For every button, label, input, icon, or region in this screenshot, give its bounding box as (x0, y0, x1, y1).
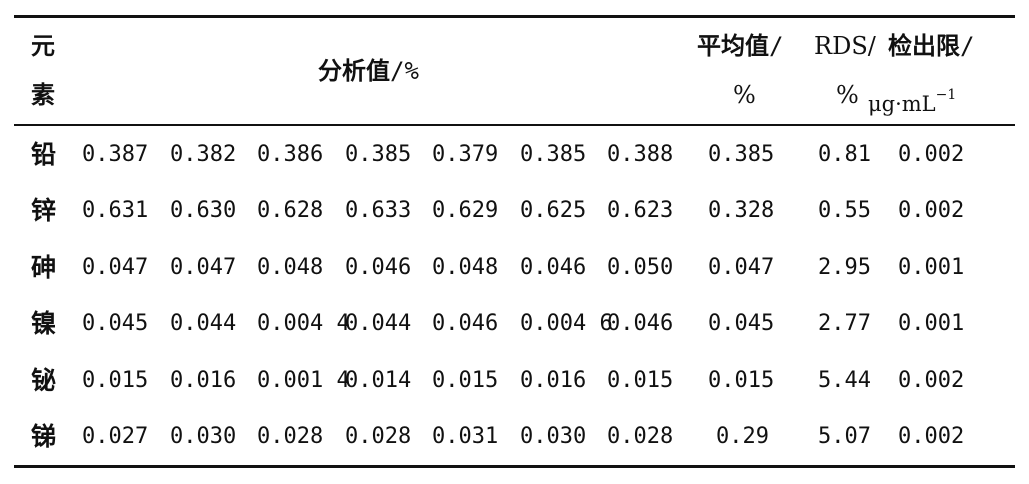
rds-cell: 2.95 (818, 255, 871, 280)
analysis-value-cell: 0.030 (170, 424, 237, 449)
mean-cell: 0.29 (716, 424, 769, 449)
analysis-value-cell: 0.015 (82, 368, 149, 393)
analysis-value-cell: 0.044 (170, 311, 237, 336)
header-mean-line1: 平均值/ (697, 32, 784, 60)
analysis-value-cell: 0.016 (520, 368, 587, 393)
header-lod-line2: μg·mL−1 (868, 87, 957, 116)
table-row: 锌 0.631 0.630 0.628 0.633 0.629 0.625 0.623 0.32… (0, 193, 1029, 229)
analysis-value-cell: 0.623 (607, 198, 674, 223)
analysis-value-cell: 0.004 4 (257, 311, 350, 336)
analysis-value-cell: 0.629 (432, 198, 499, 223)
analysis-value-cell: 0.047 (170, 255, 237, 280)
analysis-value-cell: 0.028 (257, 424, 324, 449)
mean-cell: 0.047 (708, 255, 775, 280)
header-mean-line2: % (733, 81, 756, 109)
analysis-value-cell: 0.385 (520, 142, 587, 167)
analysis-value-cell: 0.387 (82, 142, 149, 167)
analysis-value-cell: 0.047 (82, 255, 149, 280)
analysis-value-cell: 0.028 (345, 424, 412, 449)
analysis-value-cell: 0.379 (432, 142, 499, 167)
mean-cell: 0.045 (708, 311, 775, 336)
element-cell: 锌 (31, 196, 57, 225)
analysis-value-cell: 0.385 (345, 142, 412, 167)
element-cell: 锑 (31, 422, 57, 451)
rds-cell: 0.81 (818, 142, 871, 167)
analysis-value-cell: 0.001 4 (257, 368, 350, 393)
analysis-value-cell: 0.388 (607, 142, 674, 167)
analysis-value-cell: 0.014 (345, 368, 412, 393)
analysis-value-cell: 0.628 (257, 198, 324, 223)
header-analysis: 分析值/% (318, 57, 419, 85)
table-bottom-rule (14, 465, 1015, 468)
analysis-value-cell: 0.004 6 (520, 311, 613, 336)
analysis-value-cell: 0.015 (432, 368, 499, 393)
analysis-value-cell: 0.016 (170, 368, 237, 393)
header-lod-line1: 检出限/ (888, 32, 975, 60)
header-element-line1: 元 (31, 32, 55, 60)
analysis-value-cell: 0.050 (607, 255, 674, 280)
analysis-value-cell: 0.044 (345, 311, 412, 336)
analysis-value-cell: 0.030 (520, 424, 587, 449)
analysis-value-cell: 0.048 (257, 255, 324, 280)
header-rds-line1: RDS/ (814, 32, 876, 60)
rds-cell: 0.55 (818, 198, 871, 223)
lod-cell: 0.002 (898, 198, 965, 223)
element-cell: 镍 (31, 309, 57, 338)
analysis-value-cell: 0.633 (345, 198, 412, 223)
analysis-value-cell: 0.382 (170, 142, 237, 167)
mean-cell: 0.328 (708, 198, 775, 223)
header-element-line2: 素 (31, 81, 55, 109)
element-cell: 铋 (31, 366, 57, 395)
lod-cell: 0.001 (898, 311, 965, 336)
table-header-rule (14, 124, 1015, 126)
analysis-value-cell: 0.630 (170, 198, 237, 223)
analysis-value-cell: 0.046 (520, 255, 587, 280)
analysis-value-cell: 0.625 (520, 198, 587, 223)
mean-cell: 0.015 (708, 368, 775, 393)
analysis-value-cell: 0.046 (432, 311, 499, 336)
table-row: 铋 0.015 0.016 0.001 4 0.014 0.015 0.016 0.015 0.… (0, 363, 1029, 399)
lod-cell: 0.002 (898, 142, 965, 167)
analysis-value-cell: 0.631 (82, 198, 149, 223)
table-row: 铅 0.387 0.382 0.386 0.385 0.379 0.385 0.388 0.38… (0, 137, 1029, 173)
header-rds-line2: % (836, 81, 859, 109)
rds-cell: 2.77 (818, 311, 871, 336)
table-top-rule (14, 15, 1015, 18)
element-cell: 铅 (31, 140, 57, 169)
analysis-value-cell: 0.046 (345, 255, 412, 280)
mean-cell: 0.385 (708, 142, 775, 167)
element-cell: 砷 (31, 253, 57, 282)
lod-cell: 0.002 (898, 424, 965, 449)
rds-cell: 5.07 (818, 424, 871, 449)
analysis-value-cell: 0.046 (607, 311, 674, 336)
lod-cell: 0.001 (898, 255, 965, 280)
table-row: 镍 0.045 0.044 0.004 4 0.044 0.046 0.004 6 0.046… (0, 306, 1029, 342)
analysis-value-cell: 0.386 (257, 142, 324, 167)
analysis-value-cell: 0.027 (82, 424, 149, 449)
lod-cell: 0.002 (898, 368, 965, 393)
analysis-value-cell: 0.015 (607, 368, 674, 393)
table-row: 锑 0.027 0.030 0.028 0.028 0.031 0.030 0.028 0.29… (0, 419, 1029, 455)
analysis-value-cell: 0.048 (432, 255, 499, 280)
analysis-value-cell: 0.028 (607, 424, 674, 449)
analysis-value-cell: 0.031 (432, 424, 499, 449)
analysis-value-cell: 0.045 (82, 311, 149, 336)
rds-cell: 5.44 (818, 368, 871, 393)
table-row: 砷 0.047 0.047 0.048 0.046 0.048 0.046 0.050 0.04… (0, 250, 1029, 286)
